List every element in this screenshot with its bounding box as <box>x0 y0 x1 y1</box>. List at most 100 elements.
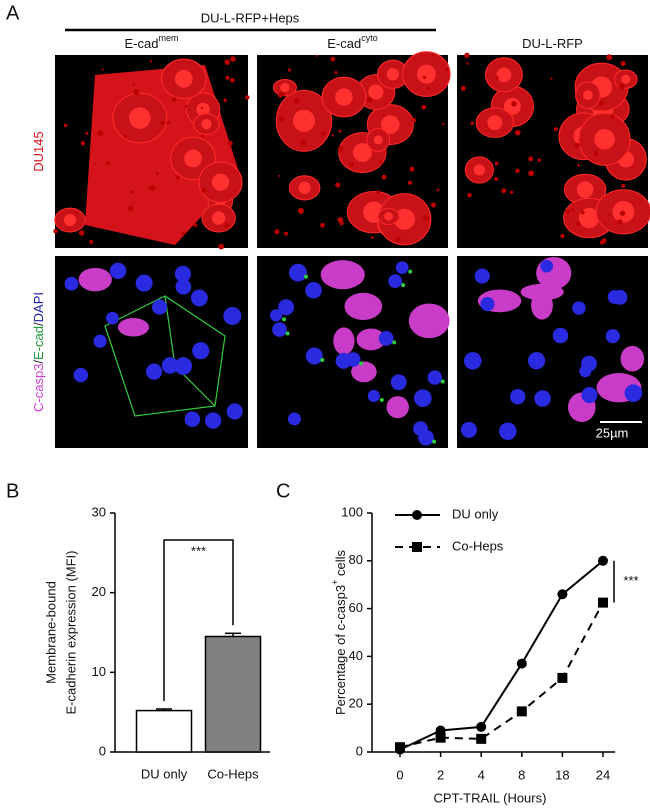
marker <box>516 658 527 669</box>
dapi-nucleus <box>579 365 592 378</box>
significance-label: *** <box>191 543 206 558</box>
marker <box>557 672 568 683</box>
ecad-dot <box>392 340 397 345</box>
debris <box>460 85 466 91</box>
debris <box>466 62 469 65</box>
column-header: DU-L-RFP <box>522 36 583 51</box>
debris <box>528 170 535 177</box>
micrograph <box>55 256 248 448</box>
marker <box>435 732 446 743</box>
casp-cell <box>78 267 112 292</box>
debris <box>378 160 383 165</box>
x-tick-label: Co-Heps <box>207 766 259 781</box>
debris <box>223 98 227 103</box>
x-tick-label: 18 <box>555 767 569 782</box>
dapi-nucleus <box>272 322 287 337</box>
y-tick-label: 60 <box>349 600 363 615</box>
nucleus <box>416 64 436 84</box>
micrograph <box>457 256 648 448</box>
debris <box>132 83 135 86</box>
x-axis-label: CPT-TRAIL (Hours) <box>434 790 547 805</box>
debris <box>376 190 381 195</box>
panel-label: C <box>276 480 290 502</box>
debris <box>331 134 334 137</box>
debris <box>409 166 415 172</box>
debris <box>193 223 198 228</box>
x-tick-label: 24 <box>596 767 610 782</box>
debris <box>580 210 585 215</box>
dapi-nucleus <box>335 352 352 369</box>
debris <box>619 210 626 216</box>
y-axis-label: Percentage of c-casp3+ cells <box>330 550 348 715</box>
debris <box>245 95 250 100</box>
marker <box>598 597 608 608</box>
casp-cell <box>333 327 355 355</box>
debris <box>201 134 205 138</box>
debris <box>288 68 292 72</box>
debris <box>225 75 230 80</box>
nucleus <box>211 173 230 191</box>
dapi-nucleus <box>540 259 554 273</box>
ecad-dot <box>408 269 413 274</box>
debris <box>156 172 160 175</box>
debris <box>537 158 542 162</box>
dapi-nucleus <box>480 297 495 312</box>
debris <box>171 97 177 103</box>
micrograph <box>257 51 451 248</box>
dapi-nucleus <box>93 334 107 348</box>
column-header-sup: cyto <box>361 33 378 43</box>
casp-cell <box>351 361 377 383</box>
debris <box>200 107 203 110</box>
debris <box>570 208 574 212</box>
dapi-nucleus <box>427 370 442 385</box>
nucleus <box>352 143 372 163</box>
debris <box>279 116 284 122</box>
ecad-dot <box>320 358 325 363</box>
debris <box>610 114 615 119</box>
debris <box>395 236 401 242</box>
marker <box>476 721 487 732</box>
nucleus <box>503 97 521 115</box>
debris <box>89 239 94 245</box>
debris <box>320 222 325 228</box>
debris <box>442 122 445 126</box>
dapi-nucleus <box>534 390 551 407</box>
dapi-nucleus <box>552 327 569 344</box>
debris <box>494 161 499 166</box>
debris <box>467 192 472 198</box>
x-tick-label: 2 <box>437 767 444 782</box>
dapi-nucleus <box>390 374 407 391</box>
y-axis-label-sup: + <box>330 580 340 585</box>
row-label-part: DU145 <box>31 131 46 171</box>
bar <box>204 635 262 753</box>
dapi-nucleus <box>395 261 409 275</box>
series-line <box>399 560 604 751</box>
nucleus <box>487 115 503 131</box>
dapi-nucleus <box>463 352 482 370</box>
nucleus <box>211 211 226 225</box>
column-header: E-cadmem <box>125 33 179 51</box>
debris <box>514 129 521 136</box>
dapi-nucleus <box>135 274 153 292</box>
nucleus <box>582 90 593 101</box>
dapi-nucleus <box>499 422 517 441</box>
debris <box>501 188 507 194</box>
debris <box>101 68 104 71</box>
debris <box>422 75 427 79</box>
nucleus <box>386 68 400 81</box>
legend-marker <box>412 510 422 520</box>
debris <box>284 231 289 236</box>
debris <box>470 121 474 126</box>
debris <box>515 168 520 173</box>
debris <box>147 186 151 190</box>
debris <box>620 61 626 67</box>
dapi-nucleus <box>289 263 307 282</box>
column-header-text: DU-L-RFP <box>522 36 583 51</box>
marker <box>476 733 487 744</box>
debris <box>166 121 170 125</box>
debris <box>509 190 514 195</box>
y-axis-label-text: Percentage of c-casp3 <box>333 585 348 715</box>
row-label-part: E-cad <box>31 326 46 360</box>
debris <box>133 89 140 96</box>
